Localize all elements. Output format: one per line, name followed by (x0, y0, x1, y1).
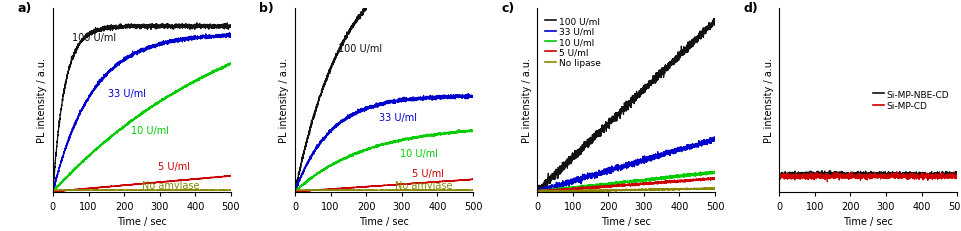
Text: c): c) (501, 2, 514, 15)
Text: No amylase: No amylase (142, 180, 199, 190)
Y-axis label: PL intensity / a.u.: PL intensity / a.u. (37, 58, 47, 143)
X-axis label: Time / sec: Time / sec (843, 216, 892, 226)
Text: 10 U/ml: 10 U/ml (131, 126, 169, 136)
Legend: 100 U/ml, 33 U/ml, 10 U/ml, 5 U/ml, No lipase: 100 U/ml, 33 U/ml, 10 U/ml, 5 U/ml, No l… (541, 14, 604, 71)
Text: 5 U/ml: 5 U/ml (412, 168, 444, 179)
Legend: Si-MP-NBE-CD, Si-MP-CD: Si-MP-NBE-CD, Si-MP-CD (869, 87, 951, 114)
X-axis label: Time / sec: Time / sec (601, 216, 651, 226)
Text: 100 U/ml: 100 U/ml (72, 33, 116, 43)
Text: 10 U/ml: 10 U/ml (400, 149, 437, 158)
Text: 100 U/ml: 100 U/ml (337, 44, 382, 54)
Y-axis label: PL intensity / a.u.: PL intensity / a.u. (763, 58, 773, 143)
X-axis label: Time / sec: Time / sec (117, 216, 166, 226)
Y-axis label: PL intensity / a.u.: PL intensity / a.u. (521, 58, 531, 143)
Text: d): d) (743, 2, 757, 15)
Text: 33 U/ml: 33 U/ml (108, 88, 146, 98)
Text: No amylase: No amylase (394, 180, 452, 190)
Text: 5 U/ml: 5 U/ml (158, 162, 189, 172)
X-axis label: Time / sec: Time / sec (358, 216, 408, 226)
Text: 33 U/ml: 33 U/ml (379, 112, 416, 122)
Text: a): a) (17, 2, 32, 15)
Y-axis label: PL intensity / a.u.: PL intensity / a.u. (279, 58, 289, 143)
Text: b): b) (259, 2, 274, 15)
